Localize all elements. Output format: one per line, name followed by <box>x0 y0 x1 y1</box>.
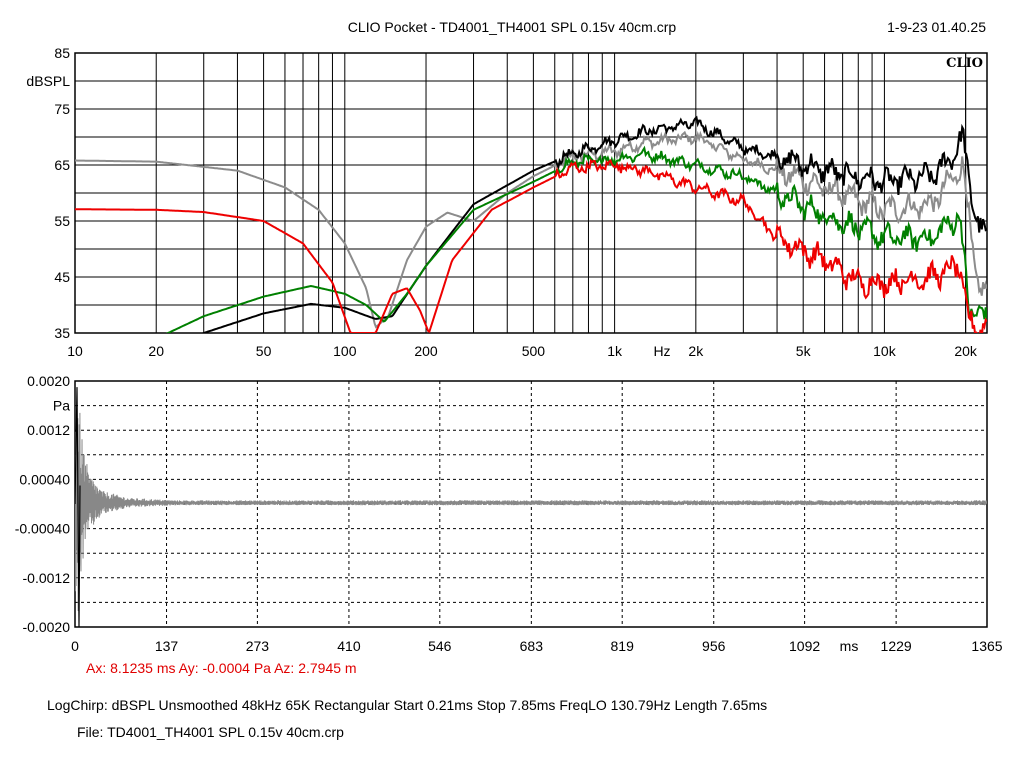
x-tick-label: 1229 <box>881 638 912 654</box>
file-name: File: TD4001_TH4001 SPL 0.15v 40cm.crp <box>77 724 344 740</box>
y-tick-label: 85 <box>54 45 70 61</box>
impulse-peak <box>75 387 81 627</box>
y-tick-label: 75 <box>54 101 70 117</box>
x-tick-label: 956 <box>702 638 726 654</box>
x-tick-label: 50 <box>256 343 272 359</box>
x-tick-label: 100 <box>333 343 357 359</box>
frequency-response-chart: 10 20 50 100 200 500 1k 2k 5k 10k 20k Hz 85 75 65 55 45 3… <box>26 45 988 359</box>
x-tick-label: 10 <box>67 343 83 359</box>
series-line-red <box>75 158 987 333</box>
x-tick-label: 819 <box>611 638 635 654</box>
x-tick-label: 273 <box>246 638 270 654</box>
x-tick-label: 410 <box>337 638 361 654</box>
x-tick-label: 0 <box>71 638 79 654</box>
y-tick-label: 65 <box>54 157 70 173</box>
x-tick-label: 1092 <box>789 638 820 654</box>
measurement-settings: LogChirp: dBSPL Unsmoothed 48kHz 65K Rec… <box>47 697 768 713</box>
x-tick-label: 200 <box>414 343 438 359</box>
x-tick-label: 2k <box>688 343 704 359</box>
x-axis-unit: ms <box>840 638 859 654</box>
x-tick-label: 10k <box>873 343 897 359</box>
clio-logo: CLIO <box>946 56 983 71</box>
frequency-grid <box>74 52 987 334</box>
x-tick-label: 20k <box>954 343 978 359</box>
y-tick-label: 0.0020 <box>27 373 70 389</box>
cursor-readout: Ax: 8.1235 ms Ay: -0.0004 Pa Az: 2.7945 … <box>86 660 357 676</box>
y-tick-label: -0.0020 <box>23 619 71 635</box>
impulse-trace <box>75 412 987 612</box>
x-tick-label: 20 <box>148 343 164 359</box>
y-tick-label: 35 <box>54 325 70 341</box>
y-axis-unit: Pa <box>53 398 70 414</box>
y-tick-label: 45 <box>54 269 70 285</box>
x-tick-label: 5k <box>796 343 812 359</box>
chart-title: CLIO Pocket - TD4001_TH4001 SPL 0.15v 40… <box>347 19 677 35</box>
series-line-green <box>165 145 987 333</box>
y-tick-label: 55 <box>54 213 70 229</box>
x-tick-label: 546 <box>428 638 452 654</box>
series-line-black <box>200 115 987 333</box>
series-line-gray <box>75 130 987 329</box>
x-tick-label: 137 <box>155 638 179 654</box>
y-tick-label: -0.0012 <box>23 570 71 586</box>
timestamp: 1-9-23 01.40.25 <box>887 19 986 35</box>
y-tick-label: 0.00040 <box>19 471 70 487</box>
x-axis-unit: Hz <box>653 343 670 359</box>
impulse-response-chart: 0 137 273 410 546 683 819 956 1092 1229 1365 ms 0.00… <box>15 373 1003 654</box>
y-axis-unit: dBSPL <box>26 73 70 89</box>
plot-frame <box>74 52 988 334</box>
x-tick-label: 1365 <box>971 638 1002 654</box>
x-tick-label: 683 <box>520 638 544 654</box>
y-tick-label: -0.00040 <box>15 521 70 537</box>
x-tick-label: 500 <box>522 343 546 359</box>
x-tick-label: 1k <box>607 343 623 359</box>
y-tick-label: 0.0012 <box>27 422 70 438</box>
